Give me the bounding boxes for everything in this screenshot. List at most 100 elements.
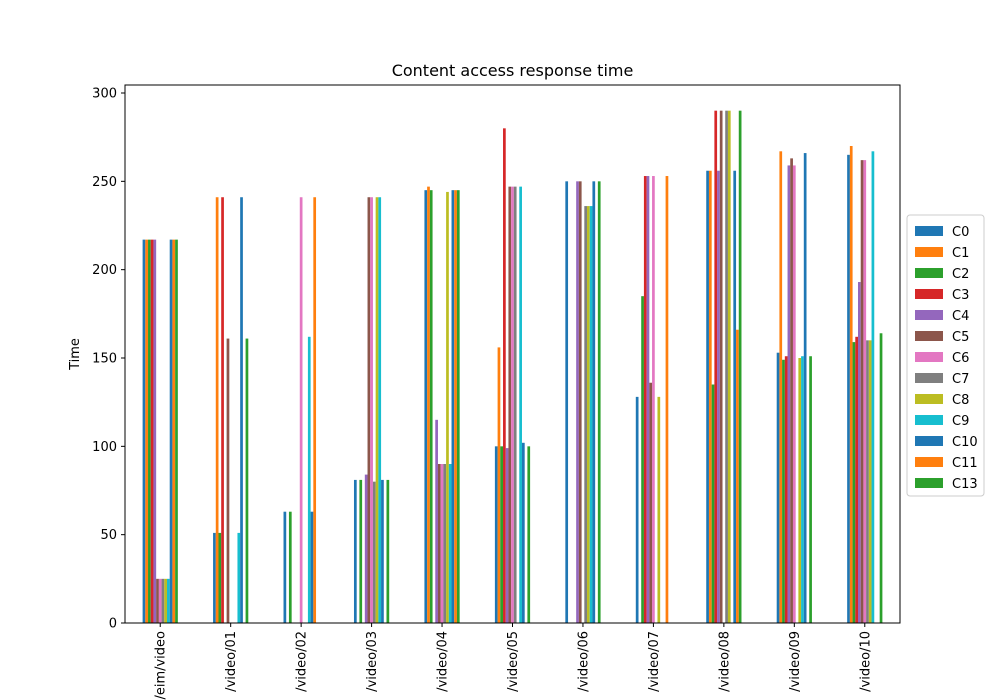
- legend-swatch-c13: [915, 478, 943, 488]
- bar-c9-0: [167, 578, 170, 623]
- y-tick-label: 200: [92, 263, 117, 278]
- bar-c9-3: [378, 197, 382, 624]
- bar-c2-7: [641, 296, 644, 623]
- bars-layer: [142, 110, 883, 624]
- y-axis-label: Time: [68, 338, 83, 371]
- bar-c3-0: [150, 239, 154, 623]
- bar-c9-2: [307, 336, 311, 623]
- bar-c9-5: [519, 186, 522, 623]
- bar-c1-4: [427, 186, 430, 623]
- legend-swatch-c9: [915, 415, 943, 425]
- bar-c8-10: [868, 340, 872, 623]
- bar-c6-5: [511, 186, 514, 623]
- legend: C0 C1 C2 C3 C4 C5 C6 C7 C8 C9 C10 C11 C13: [906, 214, 985, 497]
- bar-c0-8: [706, 170, 709, 624]
- bar-c2-9: [782, 359, 785, 623]
- bar-c2-2: [288, 511, 292, 623]
- bar-c3-5: [503, 128, 506, 623]
- bar-c13-5: [527, 446, 531, 623]
- bar-c0-2: [283, 511, 287, 623]
- legend-label-c13: C13: [952, 477, 978, 492]
- y-tick-label: 250: [92, 175, 117, 190]
- bar-c9-4: [448, 464, 452, 623]
- bar-c3-9: [784, 356, 788, 623]
- bar-c4-3: [364, 474, 368, 623]
- bar-c7-3: [372, 481, 376, 623]
- legend-label-c0: C0: [952, 225, 969, 240]
- bar-c13-4: [456, 190, 460, 624]
- bar-c13-0: [175, 239, 178, 623]
- bar-c0-5: [494, 446, 498, 623]
- bar-c5-5: [508, 186, 512, 623]
- x-tick-label: /video/03: [365, 631, 380, 692]
- bar-c13-10: [879, 333, 883, 623]
- bar-c11-8: [736, 329, 739, 623]
- y-axis: 0 50 100 150 200 250 300: [92, 87, 125, 632]
- bar-c7-6: [584, 206, 588, 623]
- bar-c0-4: [424, 190, 428, 624]
- bar-c8-3: [375, 197, 379, 624]
- x-tick-label: /eim/video: [154, 631, 169, 700]
- bar-c10-4: [451, 190, 455, 624]
- bar-c9-6: [589, 206, 593, 623]
- bar-c2-1: [218, 532, 222, 623]
- legend-swatch-c5: [915, 331, 943, 341]
- legend-swatch-c3: [915, 289, 943, 299]
- bar-c5-4: [437, 464, 441, 623]
- bar-c8-6: [587, 206, 590, 623]
- x-tick-label: /video/08: [717, 631, 732, 692]
- bar-c11-0: [172, 239, 176, 623]
- bar-c2-5: [500, 446, 504, 623]
- bar-c4-4: [435, 419, 438, 623]
- bar-c5-3: [367, 197, 371, 624]
- legend-swatch-c7: [915, 373, 943, 383]
- y-tick-label: 300: [92, 87, 117, 102]
- bar-c4-6: [576, 181, 579, 623]
- bar-c0-9: [776, 352, 780, 623]
- bar-c0-0: [142, 239, 146, 623]
- y-tick-label: 100: [92, 440, 117, 455]
- legend-swatch-c1: [915, 247, 943, 257]
- x-tick-label: /video/10: [858, 631, 873, 692]
- legend-swatch-c10: [915, 436, 943, 446]
- bar-c1-1: [215, 197, 219, 624]
- bar-c1-0: [145, 239, 149, 623]
- bar-c0-6: [565, 181, 569, 623]
- bar-c13-6: [597, 181, 601, 623]
- bar-c5-1: [226, 338, 230, 623]
- bar-c2-0: [148, 239, 151, 623]
- bar-c8-8: [727, 110, 731, 624]
- bar-c4-10: [858, 282, 861, 623]
- x-axis: /eim/video/video/01/video/02/video/03/vi…: [154, 623, 873, 700]
- bar-c6-10: [863, 160, 867, 623]
- legend-swatch-c0: [915, 226, 943, 236]
- bar-c7-8: [725, 110, 728, 624]
- bar-c6-2: [299, 197, 303, 624]
- bar-c2-3: [359, 479, 363, 623]
- legend-label-c10: C10: [952, 435, 978, 450]
- y-tick-label: 150: [92, 352, 117, 367]
- bar-c10-6: [592, 181, 596, 623]
- bar-c13-9: [809, 356, 812, 623]
- x-tick-label: /video/09: [788, 631, 803, 692]
- bar-c0-7: [635, 396, 639, 623]
- bar-c3-1: [221, 197, 224, 624]
- bar-c7-5: [513, 186, 517, 623]
- legend-label-c7: C7: [952, 372, 969, 387]
- bar-c8-9: [798, 358, 802, 623]
- bar-c7-10: [866, 340, 869, 623]
- legend-label-c2: C2: [952, 267, 969, 282]
- bar-c5-8: [719, 110, 723, 624]
- legend-label-c3: C3: [952, 288, 969, 303]
- bar-c6-9: [792, 165, 796, 623]
- legend-label-c4: C4: [952, 309, 969, 324]
- bar-c10-1: [240, 197, 243, 624]
- bar-c8-7: [657, 396, 661, 623]
- legend-label-c9: C9: [952, 414, 969, 429]
- y-tick-label: 0: [109, 617, 117, 632]
- legend-box: [906, 214, 985, 497]
- bar-c13-3: [386, 479, 390, 623]
- legend-label-c1: C1: [952, 246, 969, 261]
- bar-c1-10: [849, 146, 853, 623]
